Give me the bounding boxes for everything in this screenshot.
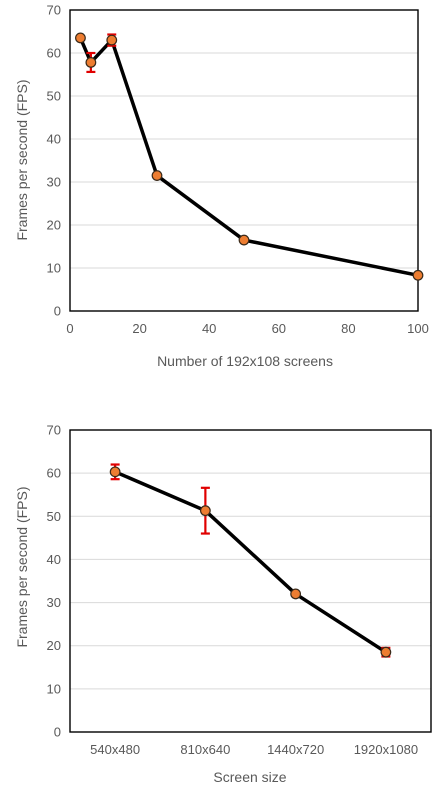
x-tick-label: 20 [132,321,146,336]
y-tick-label: 30 [47,175,61,190]
data-point [380,646,392,658]
x-tick-label: 60 [272,321,286,336]
y-tick-label: 60 [47,46,61,61]
series-line [114,470,387,654]
x-tick-label: 810x640 [180,742,230,757]
y-tick-label: 60 [47,466,61,481]
chart-fps-vs-screen-count: Number of 192x108 screens Frames per sec… [14,3,429,370]
data-point [106,34,118,46]
y-axis-title: Frames per second (FPS) [14,79,30,240]
y-tick-label: 10 [47,681,61,696]
x-tick-label: 0 [66,321,73,336]
x-tick-label: 80 [341,321,355,336]
plot-frame [69,9,419,312]
data-point [109,466,121,478]
y-tick-label: 40 [47,132,61,147]
x-tick-label: 100 [407,321,429,336]
y-tick-label: 10 [47,261,61,276]
x-tick-label: 1440x720 [267,742,324,757]
x-tick-label: 1920x1080 [354,742,418,757]
data-point [75,32,86,44]
x-axis-title: Screen size [213,769,286,785]
x-tick-label: 540x480 [90,742,140,757]
data-point [290,588,302,600]
y-tick-label: 20 [47,638,61,653]
x-tick-label: 40 [202,321,216,336]
data-point [412,269,424,281]
y-tick-label: 20 [47,218,61,233]
data-point [199,505,211,517]
data-point [85,57,97,68]
y-tick-label: 70 [47,423,61,438]
y-axis-title: Frames per second (FPS) [14,486,30,647]
y-tick-label: 50 [47,89,61,104]
data-point [151,170,163,181]
y-tick-label: 0 [54,725,61,740]
y-tick-label: 30 [47,595,61,610]
x-axis-title: Number of 192x108 screens [157,353,333,369]
y-tick-label: 40 [47,552,61,567]
plot-frame [69,429,432,733]
y-tick-label: 70 [47,3,61,18]
y-tick-label: 0 [54,304,61,319]
data-point [238,234,250,246]
chart-fps-vs-screen-size: Screen size Frames per second (FPS) 0 10 2… [14,423,432,785]
y-tick-label: 50 [47,509,61,524]
